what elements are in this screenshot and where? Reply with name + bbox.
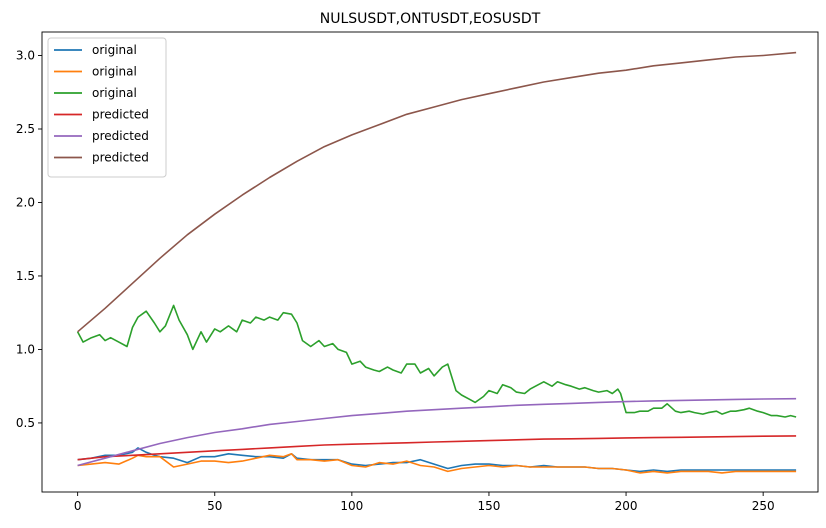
legend-label: predicted bbox=[92, 108, 149, 122]
legend-box bbox=[47, 37, 167, 178]
y-axis: 0.5 1.0 1.5 2.0 2.5 3.0 bbox=[16, 49, 42, 430]
legend-label: original bbox=[92, 43, 137, 57]
series-line-5 bbox=[77, 397, 797, 467]
x-tick-label: 0 bbox=[74, 499, 82, 513]
series-line-2 bbox=[77, 452, 797, 474]
x-tick-label: 50 bbox=[207, 499, 222, 513]
series-line-3 bbox=[76, 304, 797, 418]
legend-label: original bbox=[92, 86, 137, 100]
legend: original original original predicted predict… bbox=[47, 37, 167, 178]
series-line-6 bbox=[77, 51, 797, 333]
y-tick-label: 3.0 bbox=[16, 49, 35, 63]
y-tick-label: 1.5 bbox=[16, 269, 35, 283]
x-tick-label: 200 bbox=[615, 499, 638, 513]
y-tick-label: 1.0 bbox=[16, 342, 35, 356]
y-tick-label: 2.5 bbox=[16, 122, 35, 136]
y-tick-label: 2.0 bbox=[16, 195, 35, 209]
series-line-1 bbox=[77, 447, 797, 473]
legend-label: predicted bbox=[92, 151, 149, 165]
x-tick-label: 250 bbox=[752, 499, 775, 513]
x-axis: 0 50 100 150 200 250 bbox=[74, 492, 775, 513]
x-tick-label: 100 bbox=[340, 499, 363, 513]
x-tick-label: 150 bbox=[478, 499, 501, 513]
series-layer bbox=[76, 51, 797, 474]
series-line-4 bbox=[77, 435, 797, 461]
chart-title: NULSUSDT,ONTUSDT,EOSUSDT bbox=[320, 11, 541, 27]
legend-label: predicted bbox=[92, 129, 149, 143]
y-tick-label: 0.5 bbox=[16, 416, 35, 430]
legend-label: original bbox=[92, 65, 137, 79]
